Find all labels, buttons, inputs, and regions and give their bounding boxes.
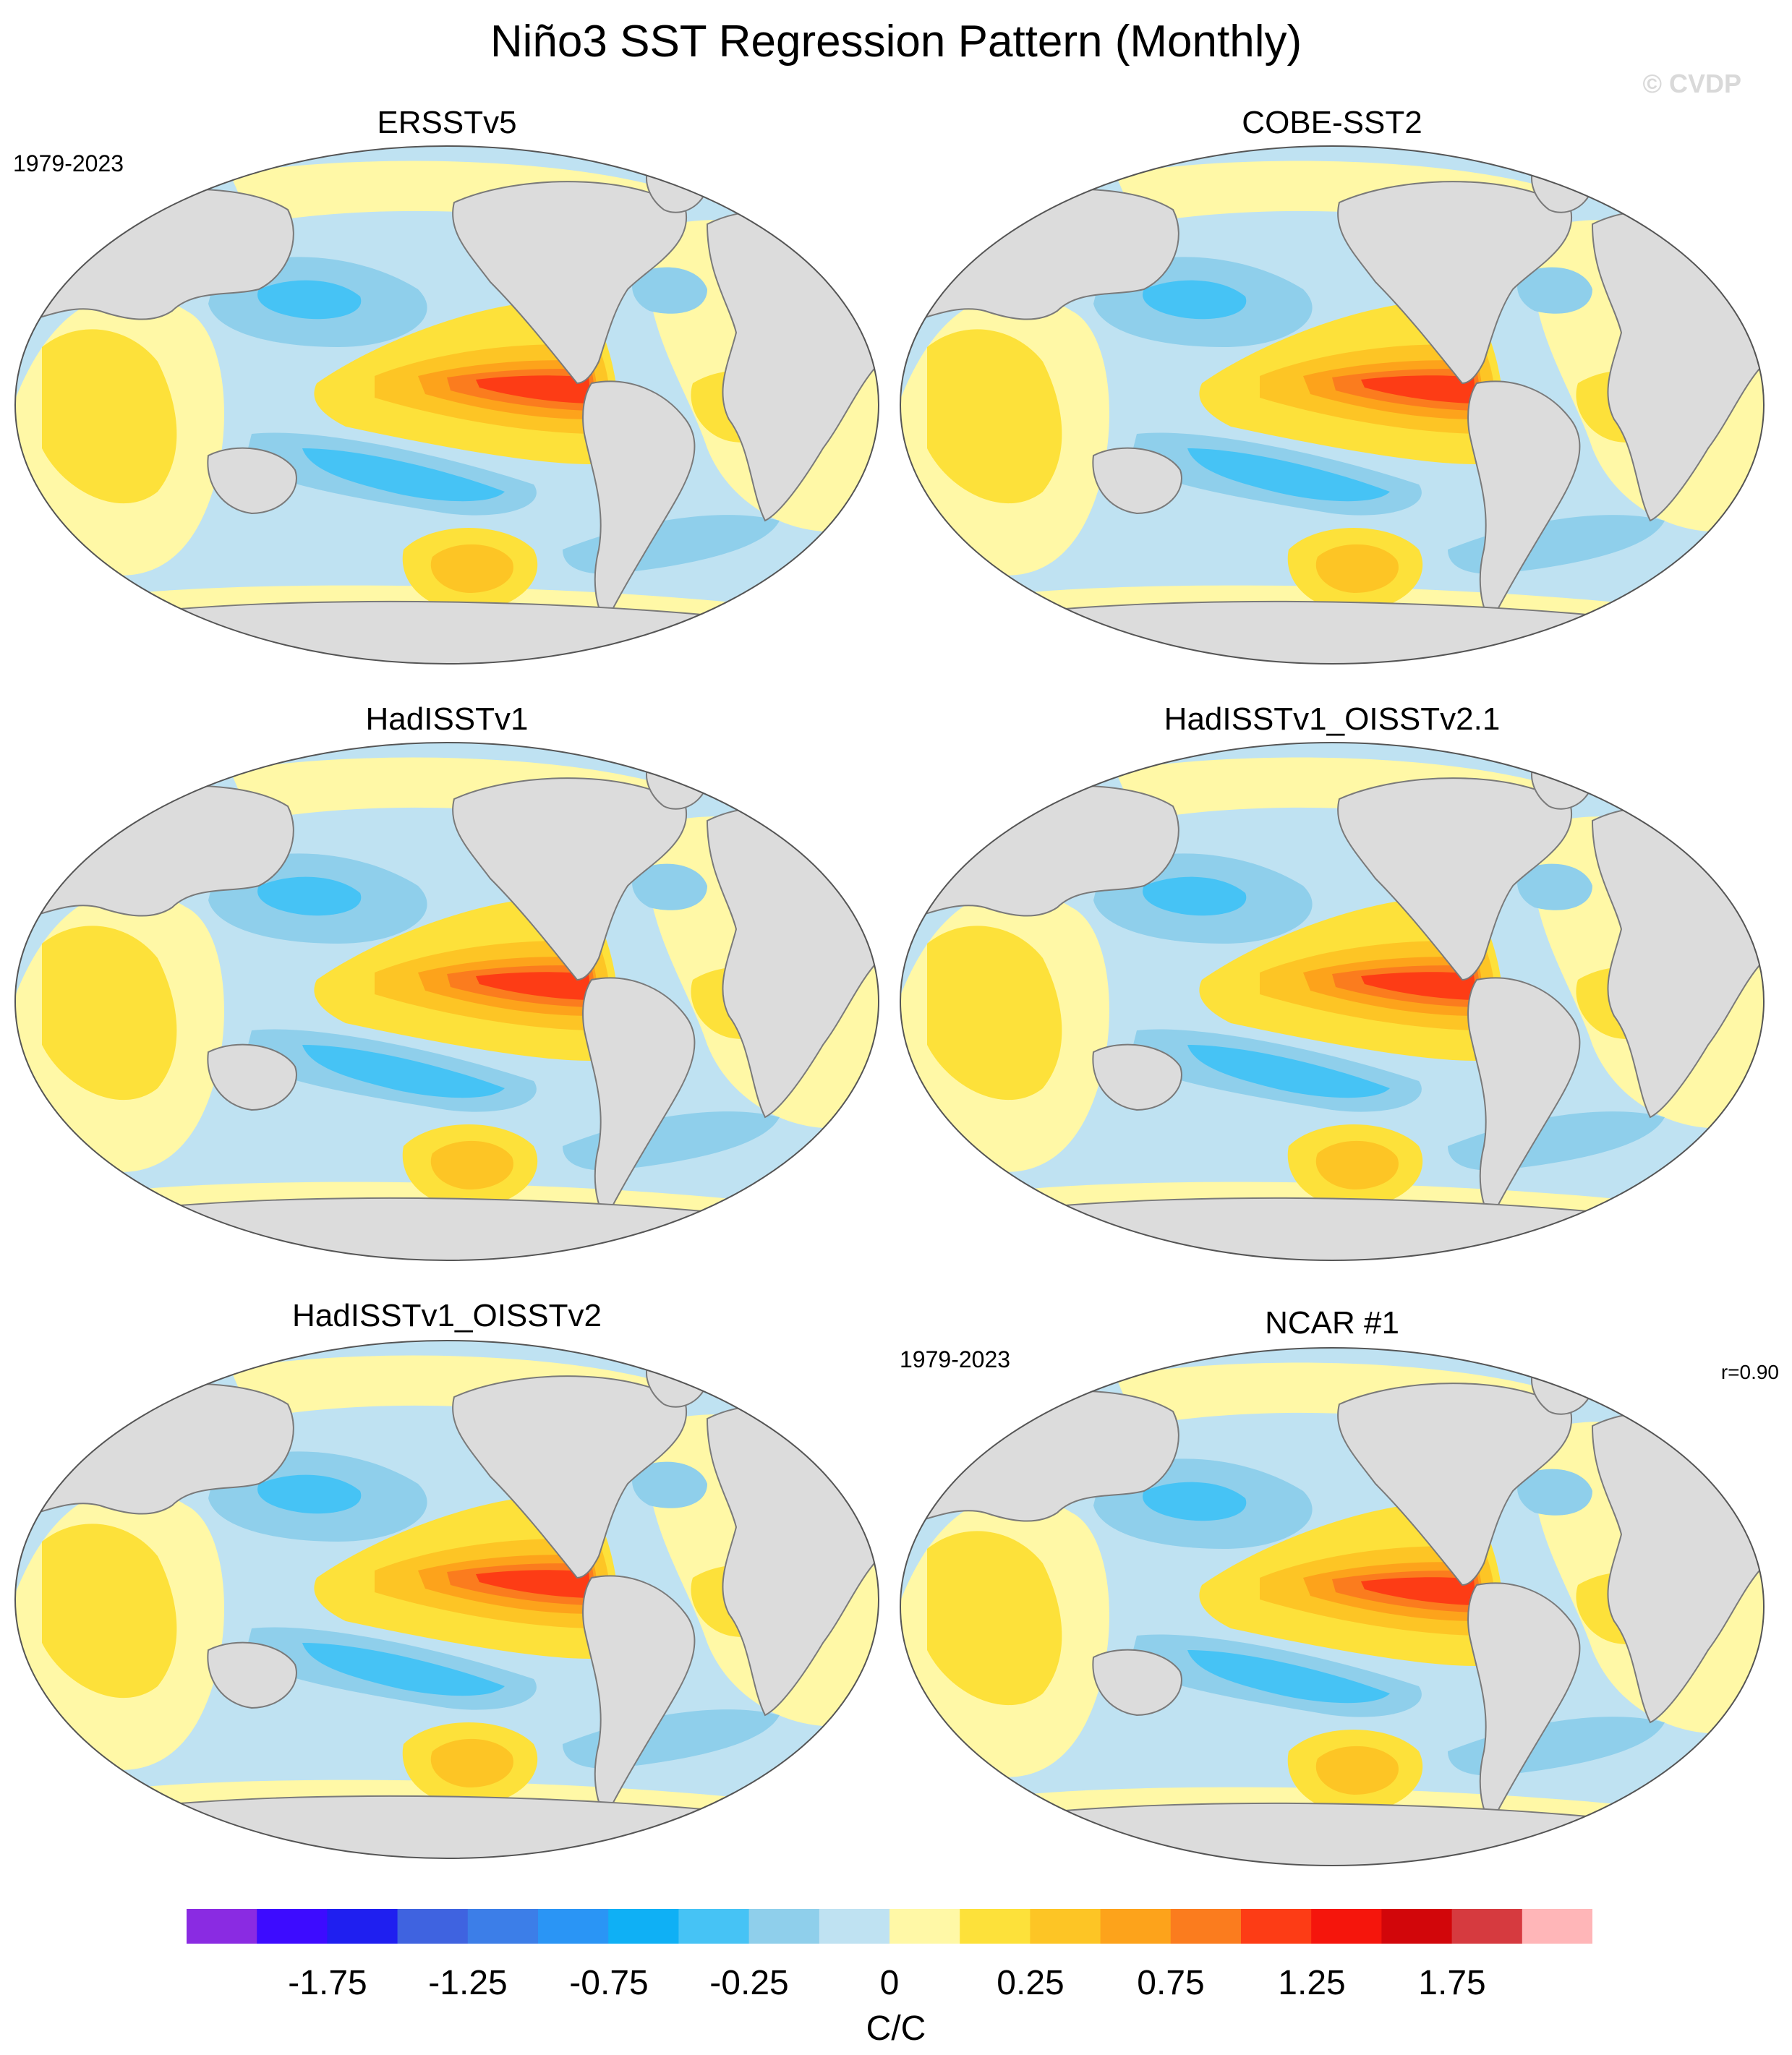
colorbar-swatch [1170,1909,1242,1944]
pattern-correlation-label: r=0.90 [1720,1361,1779,1383]
colorbar-tick-label: -1.25 [428,1964,508,2002]
panel-title-3: HadISSTv1 [365,701,529,737]
colorbar-swatch [1100,1909,1172,1944]
colorbar-tick-label: 1.75 [1418,1964,1486,2002]
colorbar-swatch [257,1909,328,1944]
colorbar-swatch [1241,1909,1312,1944]
colorbar-swatch [748,1909,820,1944]
colorbar-swatch [1030,1909,1101,1944]
sst-map-cobe-sst2 [900,145,1765,665]
panel-title-2: COBE-SST2 [1242,105,1422,140]
colorbar-swatch [960,1909,1031,1944]
colorbar-tick-label: -0.25 [709,1964,789,2002]
period-label-6: 1979-2023 [900,1346,1011,1372]
colorbar-tick-label: 0.75 [1137,1964,1205,2002]
colorbar-swatch [819,1909,890,1944]
colorbar-tick-label: 0 [879,1964,900,2002]
colorbar [187,1909,1592,1944]
colorbar-swatch [1311,1909,1382,1944]
colorbar-swatch [889,1909,960,1944]
sst-map-hadisstv1-oisstv2-1 [900,742,1765,1261]
colorbar-swatch [1522,1909,1592,1944]
watermark: © CVDP [1642,69,1741,98]
period-label-1: 1979-2023 [13,150,124,176]
colorbar-tick-label: 0.25 [997,1964,1064,2002]
sst-map-hadisstv1 [14,742,879,1261]
colorbar-swatch [678,1909,750,1944]
colorbar-swatch [327,1909,398,1944]
colorbar-units: C/C [866,2009,926,2048]
sst-map-ersstv5 [14,145,879,665]
colorbar-swatch [538,1909,609,1944]
colorbar-tick-label: 1.25 [1278,1964,1346,2002]
colorbar-tick-label: -0.75 [569,1964,649,2002]
colorbar-swatch [187,1909,257,1944]
colorbar-swatch [1451,1909,1523,1944]
colorbar-swatch [608,1909,679,1944]
panel-title-1: ERSSTv5 [377,105,517,140]
sst-map-ncar-1 [900,1347,1765,1866]
colorbar-swatch [467,1909,539,1944]
panel-title-6: NCAR #1 [1265,1305,1399,1341]
sst-map-hadisstv1-oisstv2 [14,1340,879,1859]
figure-title: Niño3 SST Regression Pattern (Monthly) [490,17,1302,67]
colorbar-swatch [397,1909,469,1944]
colorbar-swatch [1381,1909,1453,1944]
colorbar-tick-label: -1.75 [288,1964,367,2002]
panel-title-5: HadISSTv1_OISSTv2 [292,1298,602,1333]
panel-title-4: HadISSTv1_OISSTv2.1 [1164,701,1501,737]
